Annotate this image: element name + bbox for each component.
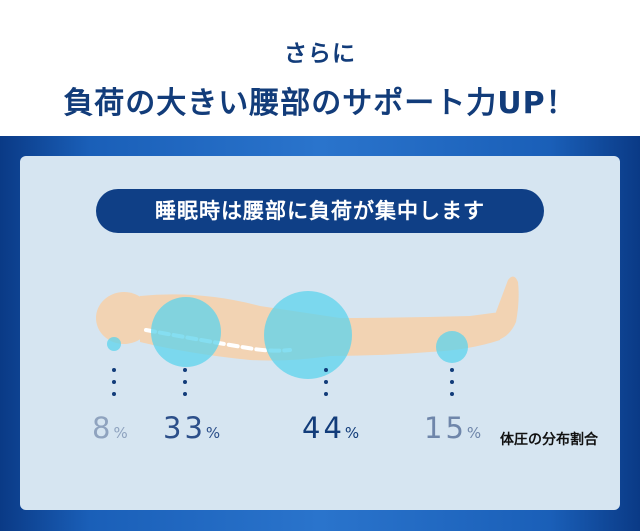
percent-unit: % <box>113 424 128 442</box>
pressure-circles <box>107 291 468 379</box>
distribution-legend: 体圧の分布割合 <box>500 432 598 448</box>
percent-unit: % <box>466 424 482 442</box>
pressure-circle-head <box>107 337 121 351</box>
pressure-circle-back <box>151 297 221 367</box>
percent-unit: % <box>344 424 360 442</box>
percent-label-head: 8% <box>92 414 128 443</box>
percent-value: 33 <box>163 411 206 445</box>
percent-unit: % <box>205 424 221 442</box>
percent-label-waist: 44% <box>302 414 359 443</box>
headline: 負荷の大きい腰部のサポート力UP！ <box>63 86 577 121</box>
subtitle: さらに <box>284 41 356 67</box>
pressure-circle-legs <box>436 331 468 363</box>
pressure-circle-waist <box>264 291 352 379</box>
leader-dots <box>112 368 454 396</box>
header: さらに 負荷の大きい腰部のサポート力UP！ <box>0 0 640 136</box>
percent-value: 8 <box>92 411 114 445</box>
percent-value: 44 <box>302 411 345 445</box>
percent-value: 15 <box>424 411 467 445</box>
percent-label-back: 33% <box>163 414 220 443</box>
percent-label-legs: 15% <box>424 414 481 443</box>
banner-label: 睡眠時は腰部に負荷が集中します <box>96 189 544 233</box>
